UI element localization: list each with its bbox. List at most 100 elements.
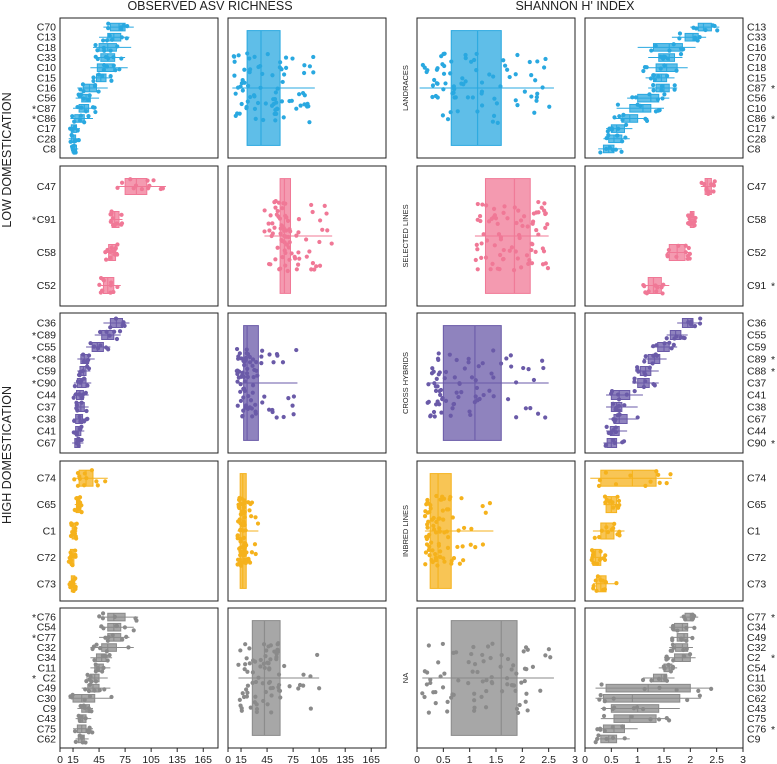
data-point [687, 652, 693, 657]
data-point [424, 536, 430, 542]
data-point [278, 695, 283, 700]
data-point [259, 361, 264, 366]
data-point [664, 654, 669, 659]
data-point [481, 392, 486, 398]
tick-label: 1 [635, 754, 641, 764]
data-point [261, 642, 267, 647]
data-point [309, 202, 314, 208]
data-point [294, 347, 299, 353]
data-point [276, 200, 282, 205]
box [246, 30, 281, 146]
data-point [96, 89, 101, 94]
data-point [273, 90, 278, 95]
data-point [253, 409, 258, 414]
data-point [78, 419, 83, 424]
data-point [494, 101, 500, 106]
data-point [442, 376, 447, 381]
data-point [239, 374, 244, 379]
data-point [296, 686, 301, 691]
data-point [281, 201, 286, 206]
data-point [266, 407, 272, 412]
data-point [247, 360, 253, 365]
data-point [472, 705, 477, 710]
data-point [598, 549, 603, 554]
data-point [131, 628, 136, 633]
data-point [452, 375, 457, 380]
tick-label: 2 [519, 754, 525, 764]
category-label: C34 [747, 622, 766, 634]
data-point [263, 654, 268, 659]
category-label: C8 [747, 143, 761, 155]
data-point [610, 147, 615, 152]
data-point [481, 232, 486, 237]
category-label: C41 [37, 426, 56, 438]
data-point [686, 245, 691, 251]
data-point [635, 102, 640, 107]
data-point [649, 48, 654, 53]
data-point [237, 503, 242, 508]
category-label: C62 [747, 693, 766, 705]
data-point [426, 710, 431, 715]
category-label: C55 [747, 330, 766, 342]
data-point [660, 96, 665, 101]
data-point [98, 290, 103, 295]
panel-shannon-total [425, 325, 549, 441]
category-label: C67 [37, 438, 56, 450]
data-point [604, 146, 609, 152]
data-point [253, 551, 258, 557]
panel-richness-total [236, 620, 322, 736]
data-point [620, 440, 625, 445]
data-point [287, 684, 292, 689]
data-point [430, 517, 435, 522]
category-label: C17 [37, 123, 56, 135]
data-point [253, 659, 258, 664]
data-point [591, 550, 596, 555]
data-point [80, 368, 86, 374]
data-point [265, 52, 270, 57]
data-point [241, 505, 247, 510]
data-point [437, 516, 442, 521]
category-label: C74 [747, 473, 766, 485]
data-point [273, 118, 278, 123]
data-point [547, 104, 552, 109]
data-point [479, 103, 485, 108]
data-point [529, 94, 534, 99]
tick-label: 1 [467, 754, 473, 764]
data-point [126, 645, 131, 650]
data-point [666, 662, 671, 667]
category-label: C44 [747, 426, 766, 438]
data-point [289, 98, 294, 103]
data-point [515, 710, 521, 715]
data-point [133, 616, 138, 621]
data-point [270, 231, 275, 236]
group-name-label: NA [401, 673, 410, 683]
data-point [688, 322, 694, 327]
data-point [599, 528, 604, 533]
data-point [452, 95, 457, 100]
data-point [297, 92, 302, 97]
data-point [441, 556, 446, 561]
data-point [247, 646, 252, 651]
data-point [533, 249, 538, 254]
data-point [258, 85, 263, 90]
category-label: C30 [37, 693, 56, 705]
data-point [522, 678, 527, 684]
data-point [307, 249, 312, 254]
data-point [72, 418, 77, 423]
data-point [499, 689, 505, 694]
data-point [605, 129, 610, 134]
data-point [69, 522, 74, 527]
data-point [519, 680, 524, 685]
data-point [681, 647, 686, 653]
data-point [529, 247, 534, 253]
data-point [540, 246, 545, 251]
significance-star: * [771, 653, 775, 665]
data-point [119, 56, 124, 61]
data-point [540, 85, 545, 90]
data-point [281, 115, 286, 120]
data-point [611, 401, 616, 406]
data-point [107, 33, 112, 38]
data-point [442, 51, 447, 56]
